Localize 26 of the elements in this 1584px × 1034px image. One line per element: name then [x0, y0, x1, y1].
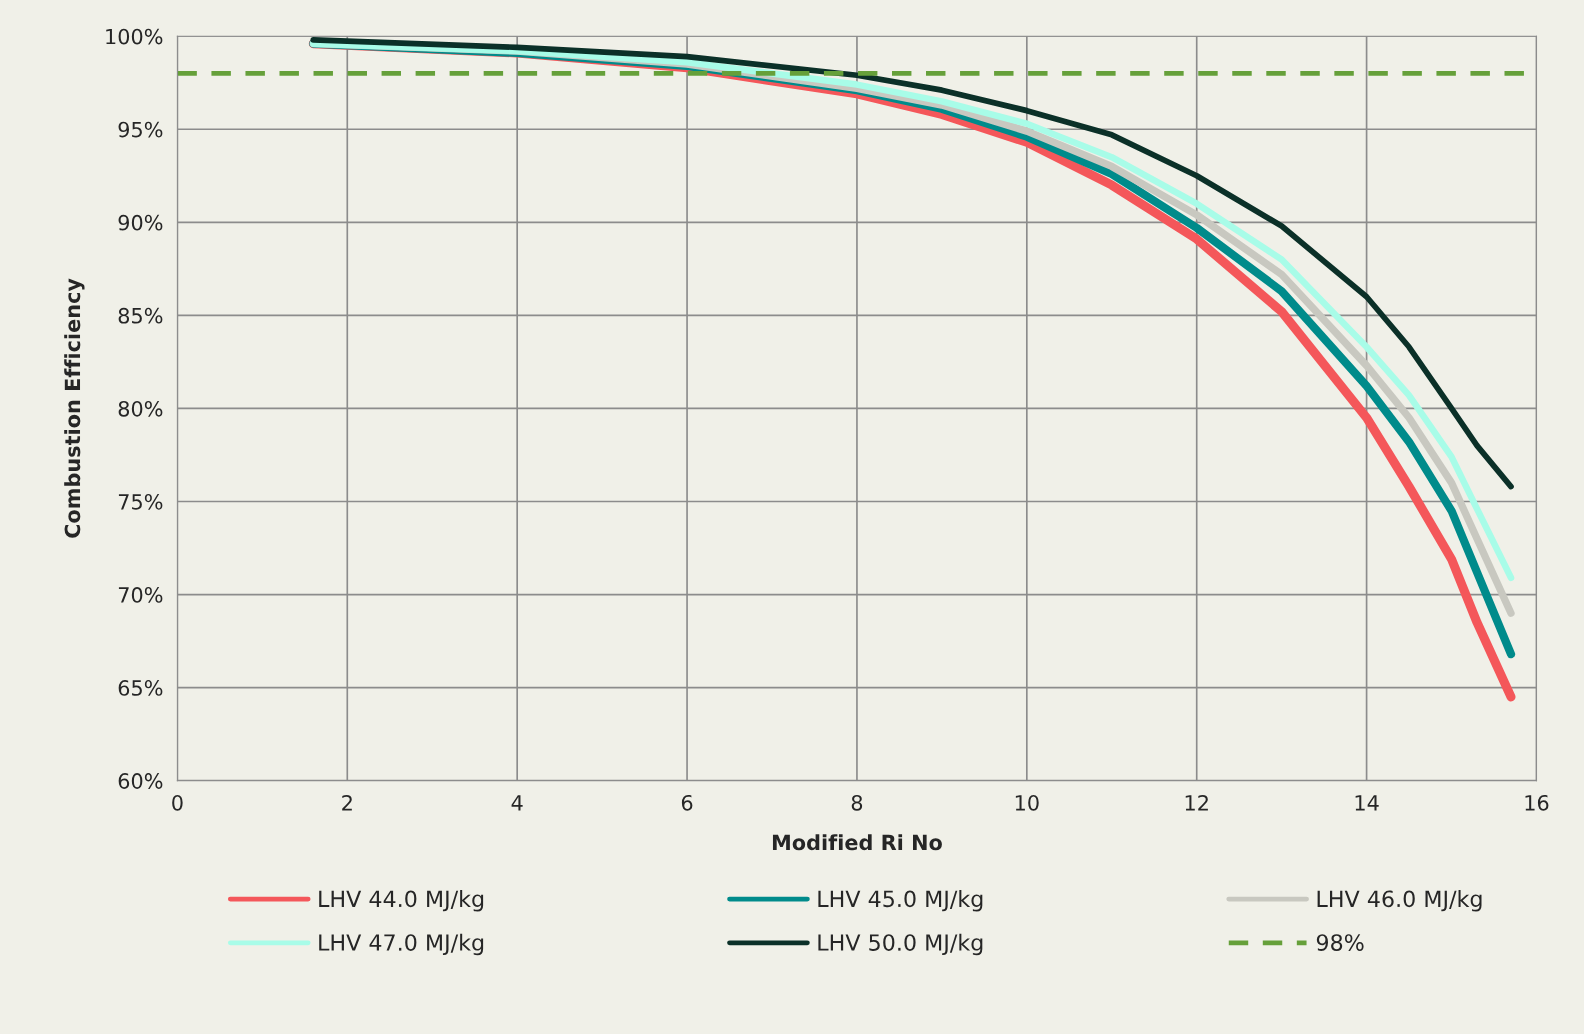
x-tick-label: 16 — [1525, 794, 1549, 811]
y-tick-label: 95% — [118, 121, 163, 138]
legend-label: LHV 46.0 MJ/kg — [1317, 890, 1482, 912]
y-axis-title: Combustion Efficiency — [64, 278, 85, 538]
x-tick-label: 12 — [1185, 794, 1208, 811]
legend-label: LHV 47.0 MJ/kg — [319, 933, 484, 956]
x-axis-title: Modified Ri No — [772, 834, 942, 851]
x-tick-label: 4 — [511, 795, 523, 811]
y-tick-label: 85% — [118, 307, 163, 324]
x-tick-label: 14 — [1355, 795, 1379, 811]
y-tick-label: 100% — [106, 28, 163, 45]
x-tick-label: 8 — [851, 794, 863, 811]
x-tick-label: 10 — [1015, 794, 1039, 811]
y-tick-label: 70% — [118, 587, 163, 603]
legend-label: 98% — [1316, 934, 1364, 951]
x-tick-label: 0 — [172, 794, 183, 811]
y-tick-label: 60% — [118, 773, 163, 789]
y-tick-label: 80% — [118, 400, 163, 417]
y-tick-label: 90% — [118, 214, 163, 231]
y-tick-label: 65% — [118, 680, 163, 696]
x-tick-label: 6 — [681, 794, 693, 811]
y-tick-label: 75% — [118, 493, 163, 510]
legend-label: LHV 45.0 MJ/kg — [818, 890, 983, 912]
legend-label: LHV 50.0 MJ/kg — [818, 933, 983, 956]
x-tick-label: 2 — [342, 794, 352, 811]
legend-label: LHV 44.0 MJ/kg — [319, 890, 484, 912]
